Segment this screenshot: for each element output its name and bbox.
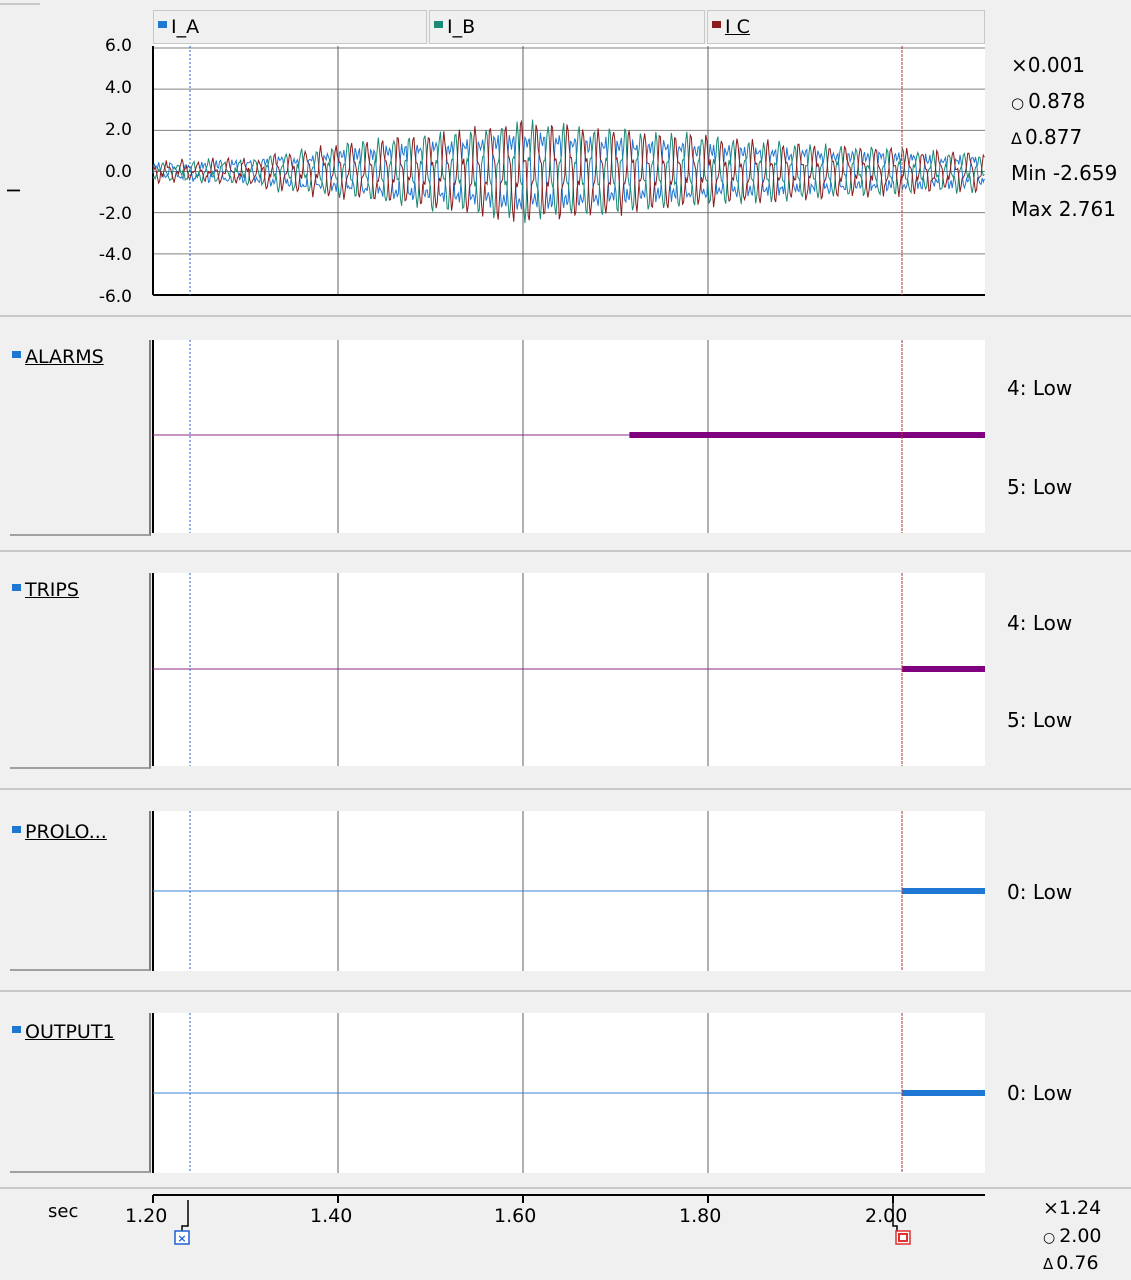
time-axis: sec: [0, 1188, 1131, 1280]
stat-delta: Δ 0.877: [1011, 125, 1082, 149]
stat-max: Max 2.761: [1011, 197, 1116, 221]
analog-panel: I_A I_B I C I 6.0 4.0 2.0 0.0 -2.0 -4.0 …: [0, 0, 1131, 315]
digital-plots[interactable]: [150, 335, 990, 1185]
o-cursor-icon: ○: [1011, 94, 1025, 112]
state-bottom: 5: Low: [1007, 708, 1073, 732]
trace-i_b: [152, 119, 985, 224]
y-tick: -2.0: [98, 204, 132, 224]
signal-label-box[interactable]: [10, 573, 151, 769]
signal-name: TRIPS: [25, 579, 79, 601]
analog-traces: [152, 119, 985, 224]
signal-swatch: [12, 584, 21, 591]
analog-plot[interactable]: [140, 40, 990, 302]
digital-layer: [152, 340, 985, 1173]
time-cursor-x-value: 1.24: [1058, 1197, 1102, 1219]
separator: [0, 990, 1131, 992]
x-tick: 2.00: [865, 1205, 908, 1227]
digital-panel-trips: TRIPS 4: Low 5: Low: [0, 553, 1131, 783]
y-tick: 0.0: [104, 162, 132, 182]
state-top: 4: Low: [1007, 376, 1073, 400]
y-axis-label: I: [4, 187, 26, 194]
delta-icon: Δ: [1011, 129, 1022, 148]
signal-label-trips[interactable]: TRIPS: [12, 579, 79, 601]
cursor-o-handle[interactable]: [892, 1200, 911, 1245]
ic-swatch: [712, 21, 721, 28]
separator: [0, 315, 1131, 317]
y-tick: 6.0: [104, 36, 132, 56]
signal-name: ALARMS: [25, 346, 104, 368]
time-axis-line: ×: [152, 1194, 985, 1245]
stat-cursor-x: ×0.001: [1011, 53, 1085, 77]
separator: [0, 1187, 1131, 1189]
ic-label: I C: [725, 16, 750, 38]
x-tick: 1.60: [494, 1205, 537, 1227]
signal-label-prolo[interactable]: PROLO...: [12, 821, 107, 843]
digital-panel-alarms: ALARMS 4: Low 5: Low: [0, 318, 1131, 548]
y-tick: 4.0: [104, 78, 132, 98]
x-cursor-icon: ×: [1011, 53, 1028, 77]
state-mid: 0: Low: [1007, 880, 1073, 904]
signal-label-box[interactable]: [10, 811, 151, 971]
cursor-x-handle[interactable]: ×: [174, 1200, 190, 1245]
trace-ic: [152, 119, 985, 222]
state-bottom: 5: Low: [1007, 475, 1073, 499]
time-unit: sec: [48, 1201, 79, 1222]
time-cursor-o: ○ 2.00: [1043, 1225, 1102, 1247]
digital-panel-output1: OUTPUT1 0: Low: [0, 993, 1131, 1183]
ia-swatch: [158, 21, 167, 28]
y-tick: 2.0: [104, 120, 132, 140]
digital-panel-prolo: PROLO... 0: Low: [0, 791, 1131, 981]
signal-swatch: [12, 1026, 21, 1033]
x-tick: 1.40: [310, 1205, 353, 1227]
channel-tab-ic[interactable]: I C: [707, 10, 985, 44]
signal-swatch: [12, 351, 21, 358]
signal-name: OUTPUT1: [25, 1021, 115, 1043]
signal-label-box[interactable]: [10, 340, 151, 536]
separator: [0, 550, 1131, 552]
time-delta-value: 0.76: [1056, 1252, 1099, 1274]
signal-swatch: [12, 826, 21, 833]
top-rule: [0, 3, 40, 5]
time-delta: Δ 0.76: [1043, 1252, 1099, 1274]
delta-icon: Δ: [1043, 1255, 1054, 1273]
separator: [0, 788, 1131, 790]
channel-tab-ia[interactable]: I_A: [153, 10, 427, 44]
analog-cursors: [189, 46, 903, 295]
signal-label-box[interactable]: [10, 1013, 151, 1173]
signal-name: PROLO...: [25, 821, 107, 843]
ib-label: I_B: [447, 16, 476, 38]
time-cursor-o-value: 2.00: [1059, 1225, 1102, 1247]
y-tick: -6.0: [98, 287, 132, 307]
state-top: 4: Low: [1007, 611, 1073, 635]
stat-cursor-o: ○ 0.878: [1011, 89, 1085, 113]
svg-text:×: ×: [177, 1232, 186, 1245]
x-cursor-icon: ×: [1043, 1197, 1059, 1219]
signal-label-output1[interactable]: OUTPUT1: [12, 1021, 115, 1043]
state-mid: 0: Low: [1007, 1081, 1073, 1105]
stat-cursor-x-value: 0.001: [1027, 53, 1086, 77]
channel-tab-ib[interactable]: I_B: [429, 10, 705, 44]
stat-min: Min -2.659: [1011, 161, 1118, 185]
stat-delta-value: 0.877: [1024, 125, 1083, 149]
y-tick: -4.0: [98, 245, 132, 265]
x-tick: 1.80: [679, 1205, 722, 1227]
signal-label-alarms[interactable]: ALARMS: [12, 346, 104, 368]
time-cursor-x: ×1.24: [1043, 1197, 1101, 1219]
ib-swatch: [434, 21, 443, 28]
stat-cursor-o-value: 0.878: [1028, 89, 1086, 113]
ia-label: I_A: [171, 16, 200, 38]
o-cursor-icon: ○: [1043, 1230, 1056, 1246]
x-tick: 1.20: [125, 1205, 168, 1227]
